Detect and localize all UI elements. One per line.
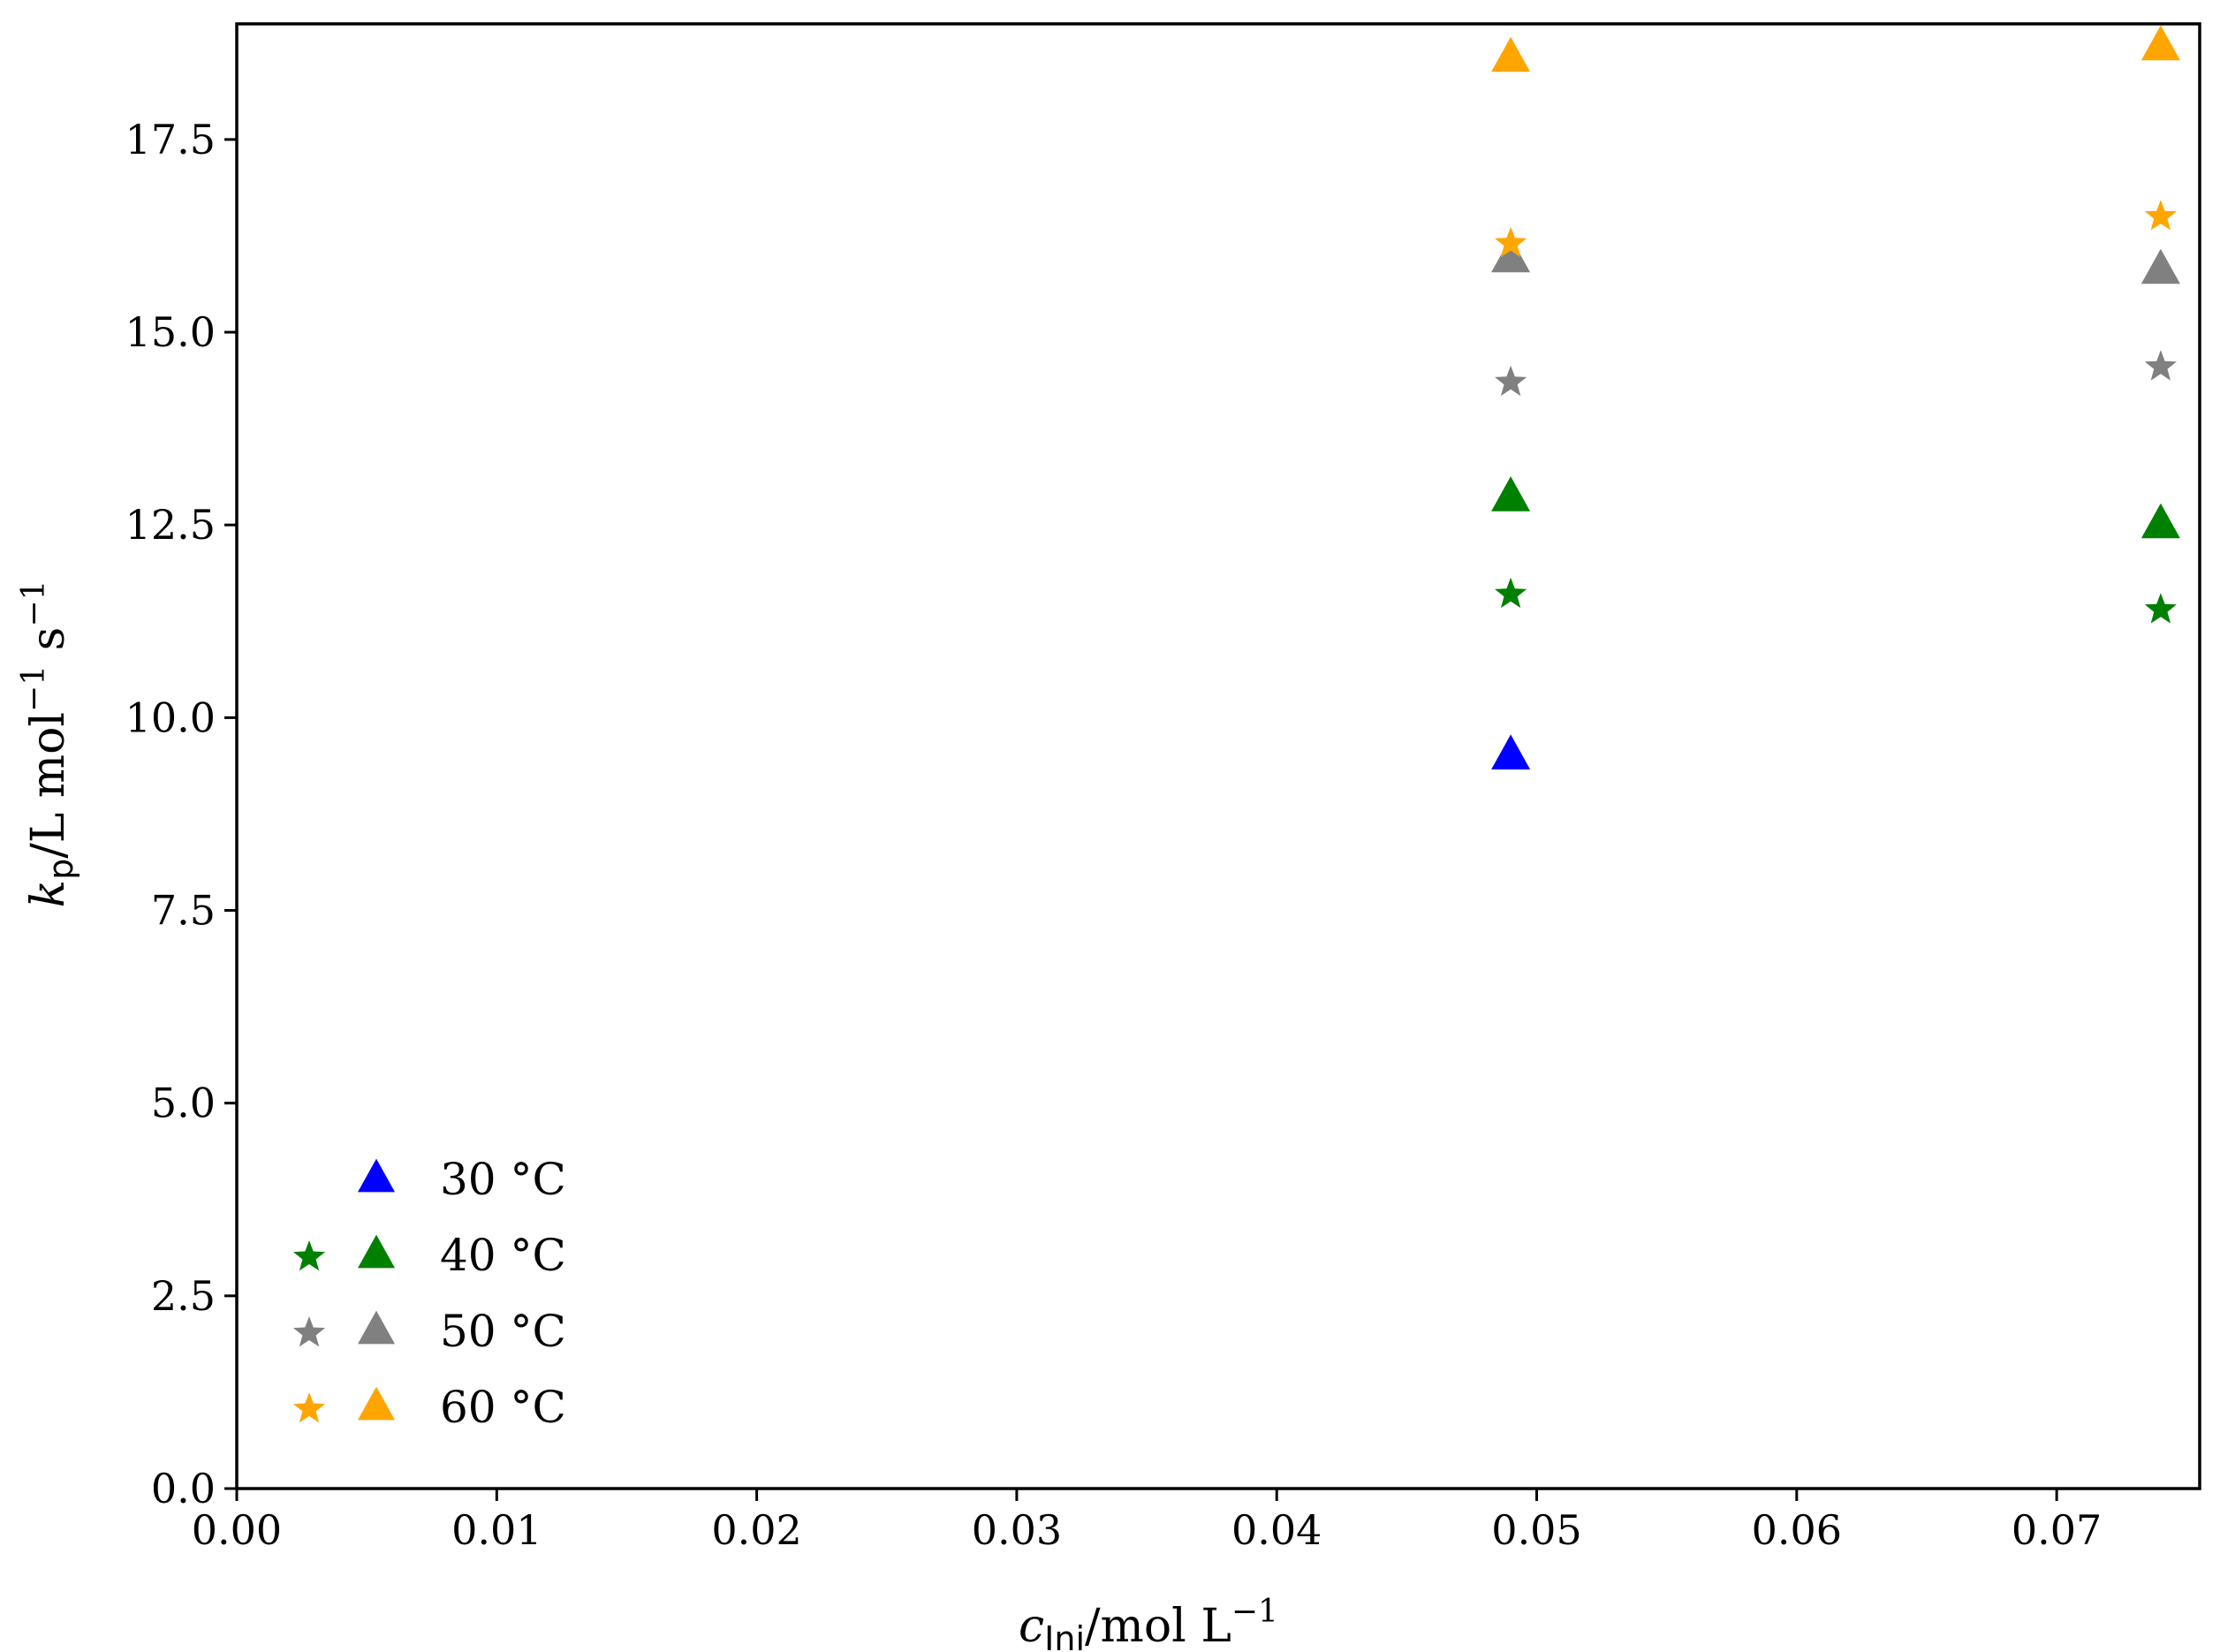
- x-tick-label: 0.03: [972, 1506, 1062, 1554]
- x-tick-label: 0.01: [451, 1506, 542, 1554]
- legend-star-marker: [292, 1316, 326, 1347]
- legend-label: 50 °C: [440, 1306, 566, 1357]
- y-tick-label: 15.0: [125, 308, 216, 356]
- legend-triangle-marker: [358, 1234, 395, 1269]
- data-point-star: [2144, 200, 2177, 231]
- legend-star-marker: [292, 1392, 326, 1423]
- legend: 30 °C 40 °C 50 °C 60 °C: [292, 1154, 566, 1433]
- y-tick-label: 12.5: [125, 501, 216, 549]
- y-tick-label: 2.5: [151, 1272, 216, 1320]
- y-tick-label: 10.0: [125, 693, 216, 741]
- x-axis: 0.00 0.01 0.02 0.03 0.04 0.05 0.06 0.07: [192, 1489, 2102, 1554]
- data-point-star: [1495, 365, 1527, 397]
- data-point-triangle: [2140, 25, 2180, 61]
- y-tick-label: 17.5: [125, 116, 216, 163]
- y-tick-label: 7.5: [151, 887, 216, 935]
- data-point-star: [1495, 226, 1527, 258]
- x-tick-label: 0.04: [1231, 1506, 1322, 1554]
- legend-label: 40 °C: [440, 1230, 566, 1281]
- x-tick-label: 0.00: [192, 1506, 282, 1554]
- data-point-triangle: [2140, 248, 2180, 284]
- x-tick-label: 0.05: [1491, 1506, 1581, 1554]
- data-point-star: [1495, 577, 1527, 609]
- y-tick-label: 5.0: [151, 1080, 216, 1127]
- x-tick-label: 0.07: [2012, 1506, 2102, 1554]
- x-tick-label: 0.06: [1752, 1506, 1842, 1554]
- x-axis-label: cIni/mol L−1: [1019, 1594, 1278, 1652]
- legend-label: 60 °C: [440, 1382, 566, 1433]
- legend-star-marker: [292, 1240, 326, 1271]
- data-point-star: [2144, 593, 2177, 624]
- data-point-triangle: [2140, 503, 2180, 539]
- plot-border: [235, 22, 2201, 1490]
- x-tick-label: 0.02: [711, 1506, 801, 1554]
- y-axis-label: kp/L mol−1 s−1: [16, 580, 80, 908]
- data-markers: [1491, 25, 2180, 769]
- data-point-triangle: [1491, 237, 1531, 273]
- y-tick-label: 0.0: [151, 1465, 216, 1512]
- data-point-triangle: [1491, 476, 1531, 512]
- data-point-star: [2144, 350, 2177, 381]
- plot-area: [235, 22, 2201, 1490]
- data-point-triangle: [1491, 36, 1531, 72]
- y-axis: 0.0 2.5 5.0 7.5 10.0 12.5 15.0 17.5: [125, 116, 237, 1512]
- legend-triangle-marker: [358, 1158, 395, 1193]
- data-point-triangle: [1491, 734, 1531, 769]
- legend-label: 30 °C: [440, 1154, 566, 1205]
- legend-triangle-marker: [358, 1310, 395, 1345]
- legend-triangle-marker: [358, 1386, 395, 1421]
